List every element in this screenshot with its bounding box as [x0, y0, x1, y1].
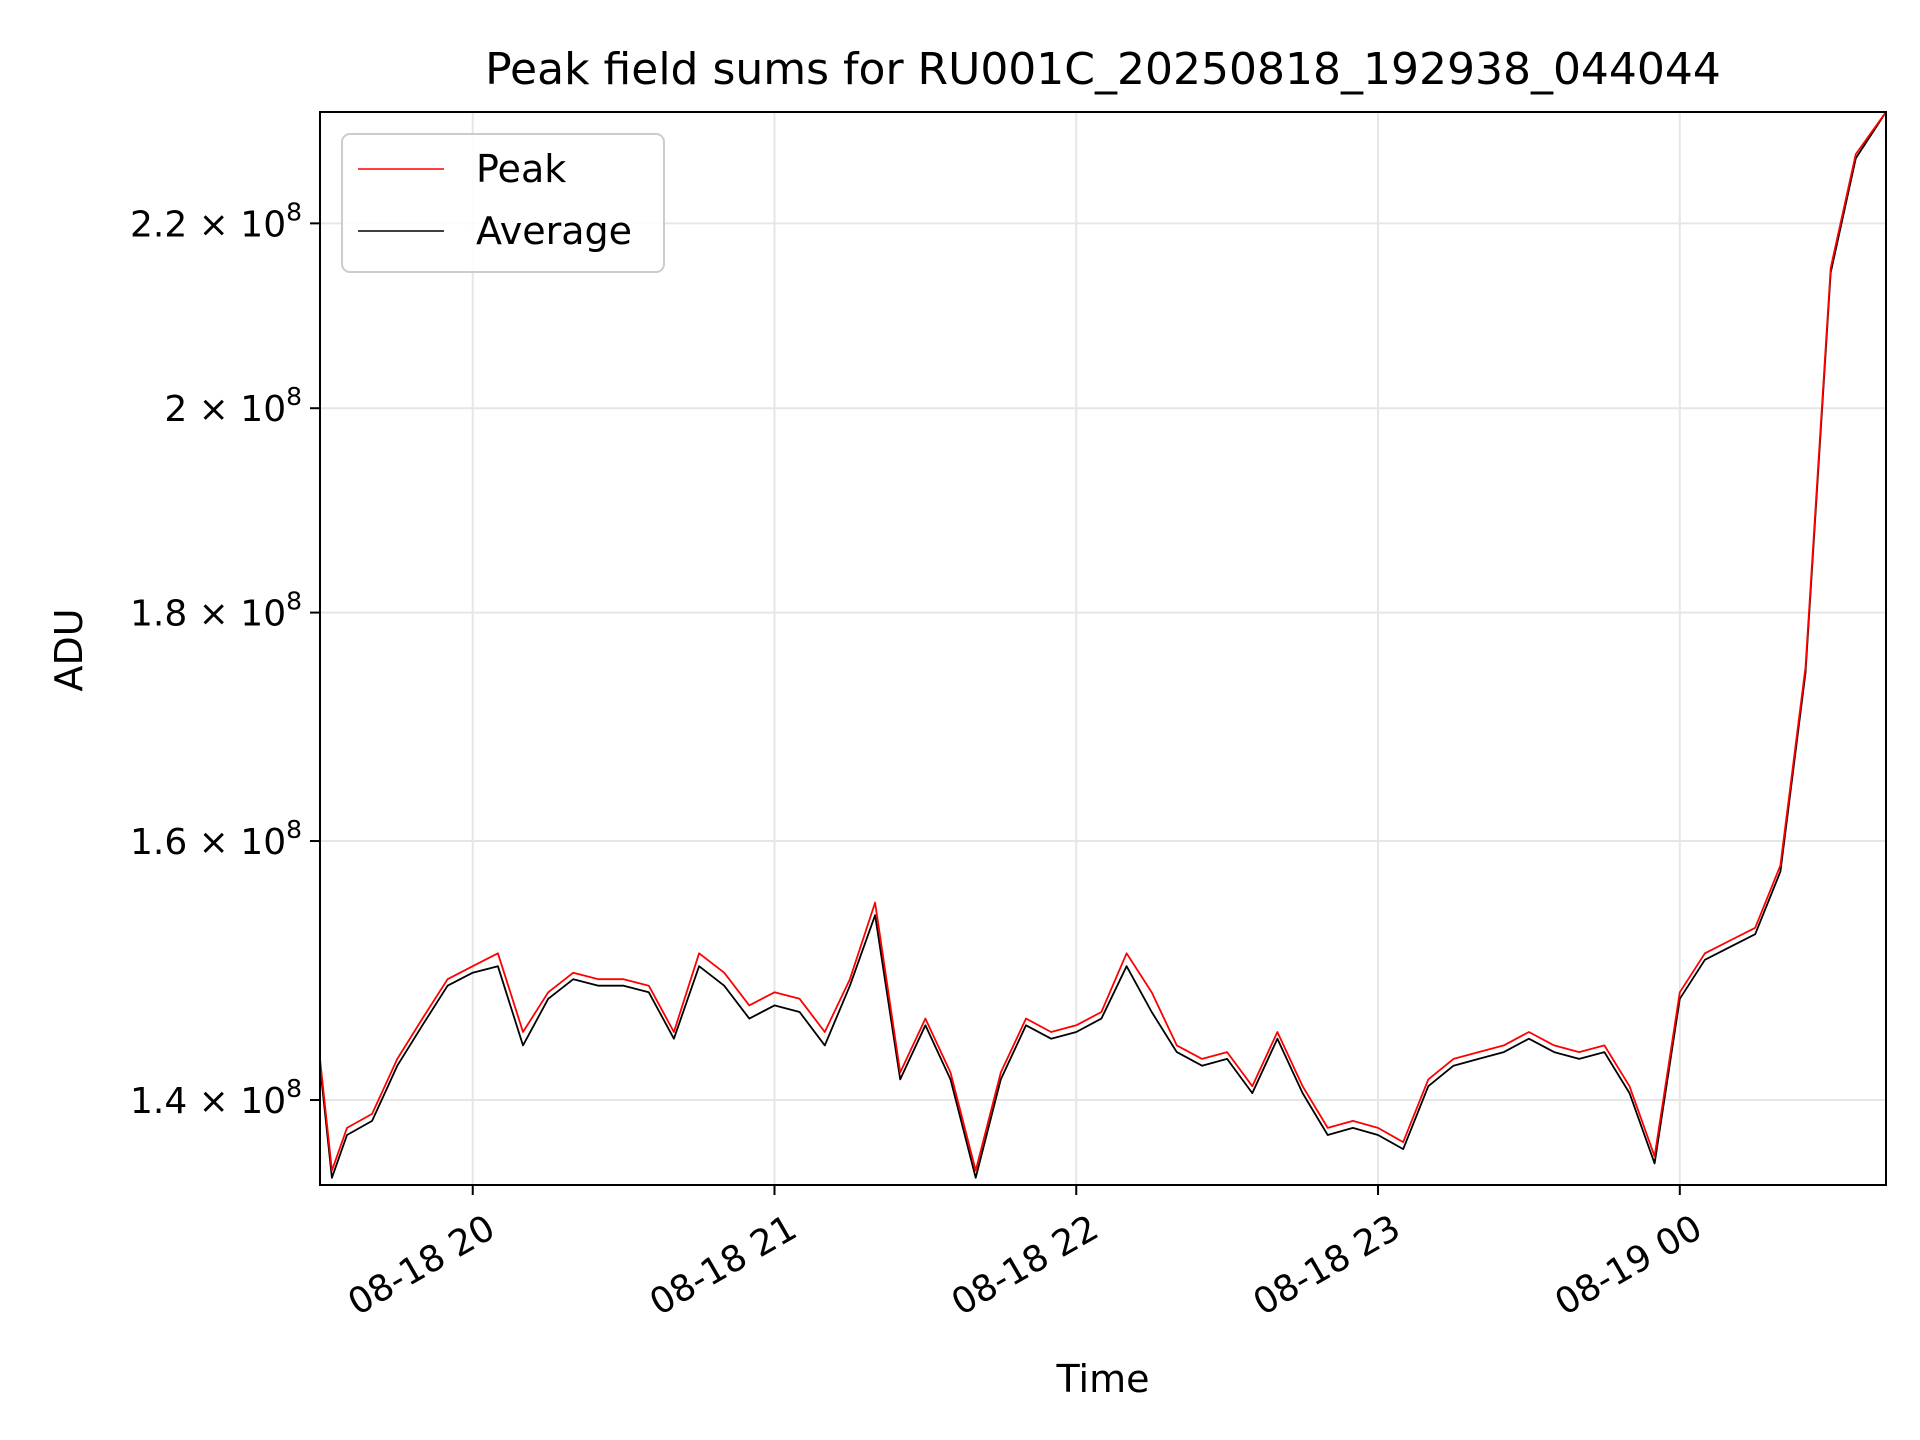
y-tick-label: 1.4 × 108	[130, 1074, 302, 1122]
legend: Peak Average	[341, 133, 665, 273]
x-axis-label: Time	[1056, 1357, 1150, 1401]
legend-label-peak: Peak	[476, 147, 566, 191]
y-tick-label: 2 × 108	[164, 382, 302, 430]
y-tick-label: 2.2 × 108	[130, 197, 302, 245]
legend-label-average: Average	[476, 209, 632, 253]
series-lines	[320, 112, 1886, 1179]
plot-frame	[319, 111, 1887, 1186]
y-tick-label: 1.8 × 108	[130, 587, 302, 635]
series-line-average	[320, 112, 1886, 1179]
grid	[320, 112, 1886, 1185]
series-line-peak	[320, 112, 1886, 1172]
y-axis: 1.4 × 108 1.6 × 108 1.8 × 108 2 × 108 2.2 × …	[130, 197, 320, 1122]
chart-title: Peak field sums for RU001C_20250818_1929…	[485, 44, 1721, 95]
y-axis-label: ADU	[47, 608, 91, 691]
y-tick-label: 1.6 × 108	[130, 815, 302, 863]
